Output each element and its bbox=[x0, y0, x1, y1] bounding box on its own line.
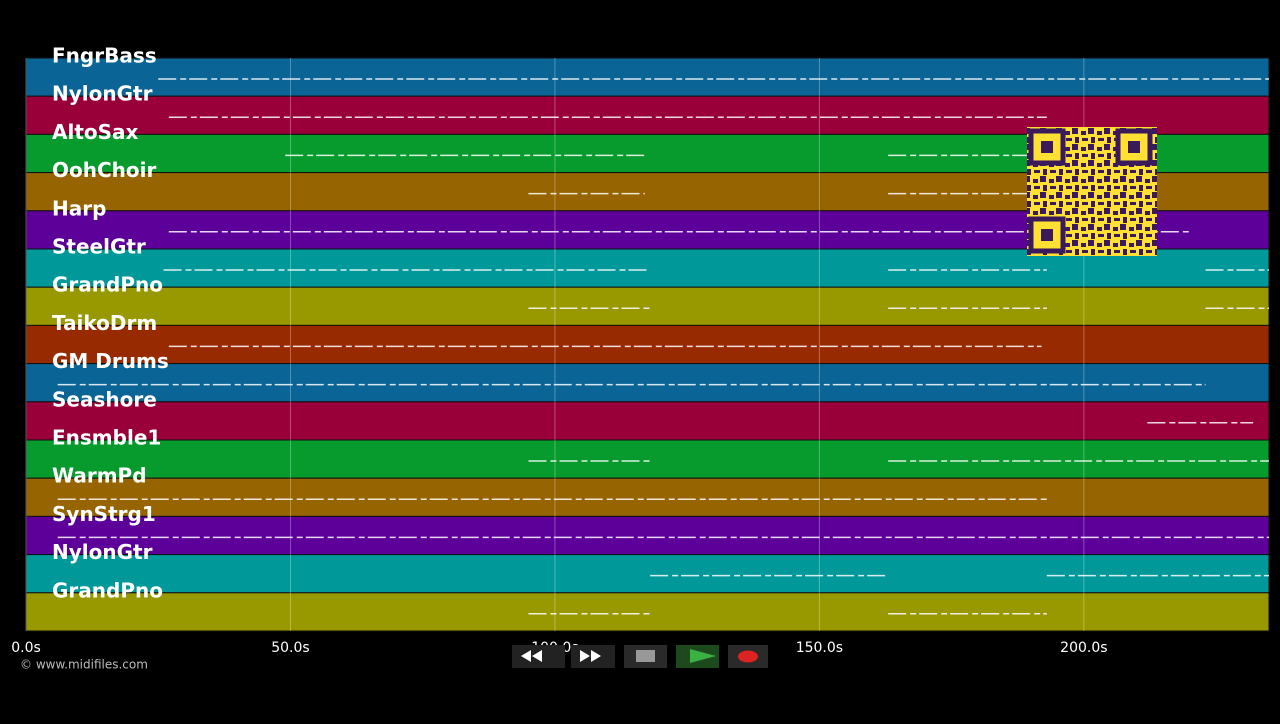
track-label: OohChoir bbox=[52, 158, 156, 182]
track-row bbox=[25, 439, 1270, 479]
track-label: Harp bbox=[52, 196, 106, 220]
track-label: TaikoDrm bbox=[52, 311, 157, 335]
track-label: GM Drums bbox=[52, 349, 169, 373]
track-row bbox=[25, 324, 1270, 365]
track-row bbox=[25, 515, 1270, 556]
play-button[interactable] bbox=[676, 645, 719, 668]
rewind-button[interactable] bbox=[512, 645, 565, 668]
track-label: Seashore bbox=[52, 387, 157, 411]
track-label: NylonGtr bbox=[52, 82, 153, 106]
copyright: © www.midifiles.com bbox=[20, 658, 148, 672]
x-tick-label: 0.0s bbox=[11, 640, 41, 656]
track-label: GrandPno bbox=[52, 578, 163, 602]
transport-controls bbox=[512, 645, 768, 668]
x-tick-label: 200.0s bbox=[1060, 640, 1107, 656]
track-label: WarmPd bbox=[52, 464, 147, 488]
track-label: Ensmble1 bbox=[52, 426, 161, 450]
track-label: GrandPno bbox=[52, 273, 163, 297]
fast-forward-button[interactable] bbox=[571, 645, 615, 668]
track-label: FngrBass bbox=[52, 44, 157, 68]
track-row bbox=[25, 554, 1270, 594]
track-row bbox=[25, 363, 1270, 403]
track-row bbox=[25, 592, 1270, 632]
track-label: SynStrg1 bbox=[52, 502, 156, 526]
track-row bbox=[25, 286, 1270, 326]
track-row bbox=[25, 401, 1270, 441]
track-label: SteelGtr bbox=[52, 235, 146, 259]
track-row bbox=[25, 477, 1270, 517]
track-label: AltoSax bbox=[52, 120, 139, 144]
track-row bbox=[25, 57, 1270, 97]
qr-code bbox=[1027, 127, 1157, 256]
record-button[interactable] bbox=[728, 645, 768, 668]
stop-button[interactable] bbox=[624, 645, 667, 668]
x-tick-label: 50.0s bbox=[271, 640, 309, 656]
track-label: NylonGtr bbox=[52, 540, 153, 564]
x-tick-label: 150.0s bbox=[796, 640, 843, 656]
